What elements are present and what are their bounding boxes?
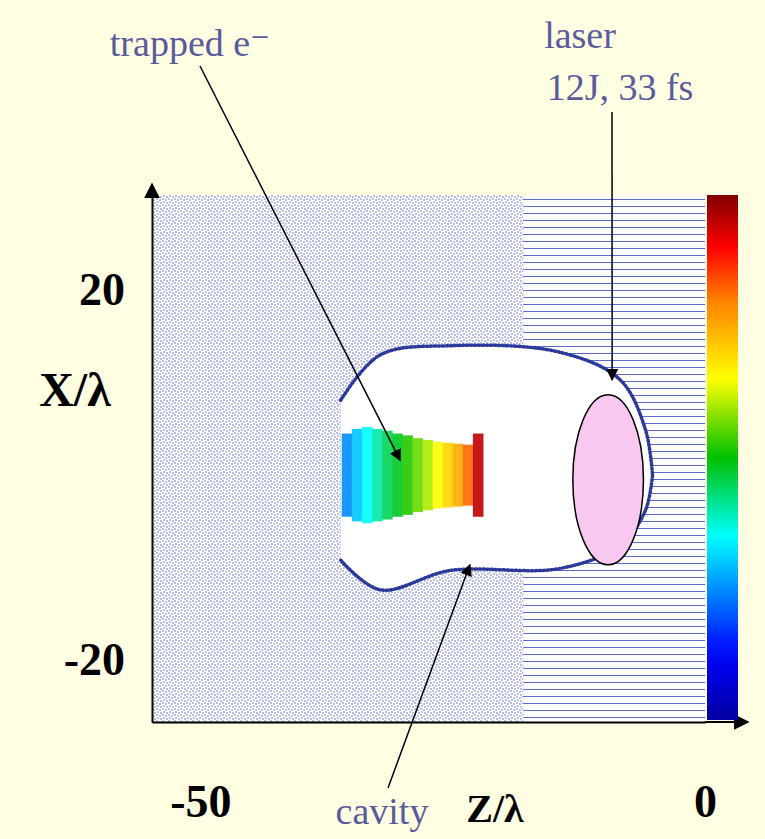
y-axis-arrow [151, 184, 153, 195]
electron-bunch [342, 427, 484, 523]
figure: -50 0 -20 20 X/λ Z/λ trapped e⁻ laser 12J, 33 fs… [0, 0, 765, 839]
x-axis-arrow [705, 721, 748, 723]
bunch-slice [412, 438, 423, 512]
annotation-label: 12J, 33 fs [547, 66, 694, 108]
x-tick-label: 0 [694, 776, 717, 827]
background [0, 0, 765, 839]
y-tick: 20 [79, 264, 152, 315]
plasma-particles [152, 195, 705, 722]
y-axis-line [152, 196, 154, 723]
bunch-slice [402, 435, 413, 515]
y-axis-title: X/λ [39, 363, 111, 416]
annotation-arrow [200, 66, 400, 460]
y-tick: -20 [64, 634, 152, 685]
bunch-slice [372, 429, 383, 521]
bunch-slice [463, 445, 474, 506]
bunch-slice [342, 434, 353, 517]
plasma-background [152, 195, 705, 722]
bunch-slice [453, 444, 464, 507]
plot-marks [341, 345, 653, 590]
x-tick: -50 [170, 722, 231, 827]
y-axis: -20 20 [64, 196, 153, 723]
y-tick-label: 20 [79, 264, 125, 315]
laser-pulse [573, 395, 644, 565]
x-axis-line [153, 722, 706, 724]
annotation-arrow [611, 112, 613, 380]
bunch-slice [422, 440, 433, 510]
cavity-fill [341, 345, 653, 590]
color-bar [707, 195, 738, 720]
x-tick: 0 [694, 722, 717, 827]
x-axis-title: Z/λ [466, 786, 524, 831]
bunch-slice [362, 427, 373, 523]
bunch-slice [382, 431, 393, 520]
x-axis: -50 0 [153, 722, 718, 827]
bunch-slice [352, 429, 363, 521]
bunch-slice [443, 443, 454, 508]
annotation-arrow [388, 565, 470, 788]
y-tick-label: -20 [64, 634, 125, 685]
bunch-slice [473, 434, 484, 517]
bunch-slice [433, 442, 444, 509]
annotation-label: laser [544, 14, 616, 56]
annotation-label: cavity [336, 790, 429, 832]
annotation-label: trapped e⁻ [110, 22, 270, 64]
x-tick-label: -50 [170, 776, 231, 827]
